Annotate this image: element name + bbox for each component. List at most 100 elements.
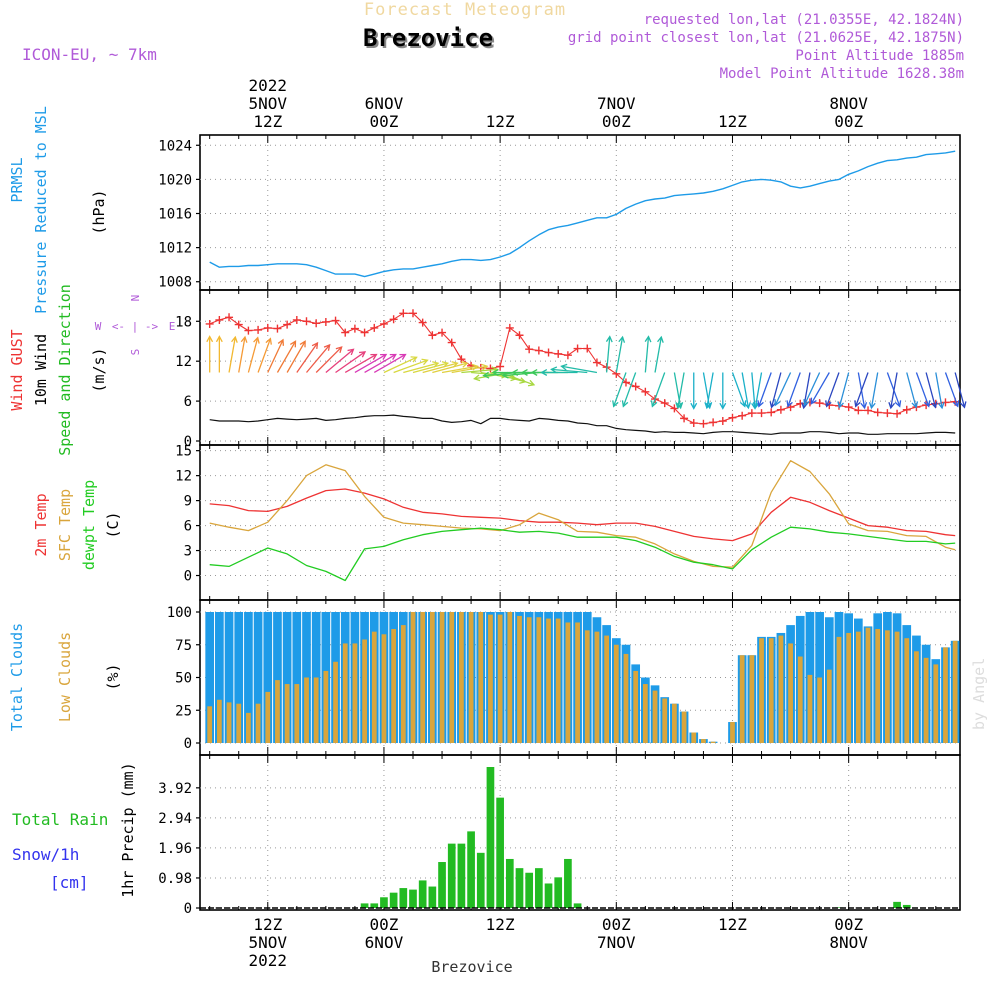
rain-bar — [380, 897, 388, 908]
wind-direction-arrow — [825, 372, 840, 408]
gust-marker — [399, 309, 408, 318]
gust-marker — [864, 406, 873, 415]
low-cloud-bar — [807, 674, 813, 743]
wind-direction-arrow — [315, 346, 343, 373]
gust-marker — [718, 417, 727, 426]
wind-arrow-head — [299, 340, 306, 348]
low-cloud-bar — [730, 722, 735, 743]
wind-direction-arrow — [335, 351, 367, 374]
grid-point-location: grid point closest lon,lat (21.0625E, 42… — [568, 30, 964, 46]
low-cloud-bar — [468, 612, 474, 743]
gust-marker — [254, 325, 263, 334]
wind-direction-arrow — [654, 335, 664, 373]
bottom-time-label: 12Z — [718, 915, 747, 934]
wind-direction-arrow — [215, 335, 223, 373]
station-title: Brezovice — [363, 24, 493, 52]
low-cloud-bar — [536, 617, 542, 743]
wind-arrow-shaft — [622, 372, 637, 407]
wind-arrow-shaft — [758, 372, 772, 407]
wind-arrow-shaft — [915, 372, 930, 407]
gust-marker — [670, 404, 679, 413]
wind-direction-arrow — [276, 340, 297, 373]
low-cloud-bar — [672, 703, 677, 743]
wind-direction-arrow — [550, 366, 588, 374]
low-cloud-bar — [323, 670, 329, 743]
low-cloud-bar — [739, 655, 745, 743]
wind-direction-arrow — [803, 372, 821, 407]
temperature-ytick-label: 0 — [184, 569, 192, 585]
wind-direction-arrow — [741, 372, 751, 410]
gust-marker — [292, 315, 301, 324]
wind-arrow-head — [253, 336, 260, 344]
low-cloud-bar — [914, 651, 919, 743]
wind-arrow-shaft — [677, 372, 685, 409]
temperature-ytick-label: 6 — [184, 519, 192, 535]
low-cloud-bar — [420, 612, 426, 743]
low-cloud-bar — [517, 615, 522, 743]
gust-marker — [321, 317, 330, 326]
wind-arrow-head — [473, 374, 481, 382]
temperature-ytick-label: 3 — [184, 544, 192, 560]
gust-marker — [544, 348, 553, 357]
wind-direction-arrow — [888, 372, 898, 410]
wind-arrow-head — [289, 340, 297, 348]
clouds-ytick-label: 50 — [175, 671, 192, 687]
gust-marker — [728, 413, 737, 422]
gust-marker — [776, 405, 785, 414]
wind-arrow-head — [527, 379, 536, 387]
wind-arrow-shaft — [838, 372, 850, 408]
rain-bar — [447, 843, 456, 908]
wind-arrow-shaft — [751, 372, 756, 409]
compass-east-label: E — [169, 320, 176, 333]
wind-arrow-head — [657, 335, 664, 343]
wind-arrow-shaft — [944, 372, 959, 407]
wind-arrow-head — [911, 401, 919, 409]
gust-marker — [389, 315, 398, 324]
wind-arrow-head — [491, 369, 499, 376]
wind-arrow-head — [215, 335, 223, 343]
wind-direction-arrow — [944, 372, 960, 408]
top-time-label: 8NOV — [829, 94, 868, 113]
wind-arrow-shaft — [890, 372, 898, 409]
prmsl-label: PRMSL — [8, 157, 26, 202]
wind-direction-arrow — [868, 372, 879, 410]
wind-direction-arrow — [305, 343, 331, 373]
low-cloud-bar — [759, 638, 764, 743]
gust-marker — [844, 403, 853, 412]
wind-arrow-head — [530, 369, 538, 376]
wind-arrow-shaft — [354, 353, 387, 374]
wind-arrow-head — [370, 353, 378, 360]
wind-arrow-head — [410, 356, 418, 363]
bottom-time-label: 12Z — [253, 915, 282, 934]
wind-ytick-label: 0 — [184, 434, 192, 450]
wind-arrow-head — [481, 363, 489, 371]
wind-arrow-shaft — [651, 372, 666, 407]
wind-arrow-head — [461, 361, 469, 368]
gust-marker — [418, 318, 427, 327]
wind-arrow-shaft — [412, 362, 448, 374]
wind-arrow-shaft — [461, 368, 498, 374]
wind-arrow-shaft — [344, 353, 377, 374]
wind-arrow-shaft — [770, 372, 782, 408]
wind-arrow-head — [311, 341, 319, 350]
wind-direction-arrow — [906, 372, 919, 409]
wind-arrow-head — [380, 353, 388, 360]
gust-marker — [331, 316, 340, 325]
low-cloud-bar — [836, 636, 842, 743]
low-cloud-bar — [933, 664, 939, 743]
gust-marker — [573, 344, 582, 353]
wind-arrow-head — [786, 400, 793, 408]
gust-marker — [312, 319, 321, 328]
wind-arrow-head — [690, 402, 698, 410]
low-cloud-bar — [691, 732, 697, 743]
low-cloud-bar — [904, 638, 910, 743]
wind-arrow-shaft — [393, 359, 428, 374]
wind-direction-arrow — [451, 363, 489, 374]
rain-bar — [457, 843, 466, 908]
low-cloud-bar — [788, 643, 793, 743]
wind-arrow-shaft — [803, 372, 821, 406]
low-cloud-bar — [226, 702, 232, 743]
wind-arrow-head — [719, 402, 727, 410]
low-cloud-bar — [391, 629, 397, 743]
low-cloud-bar — [449, 612, 455, 743]
